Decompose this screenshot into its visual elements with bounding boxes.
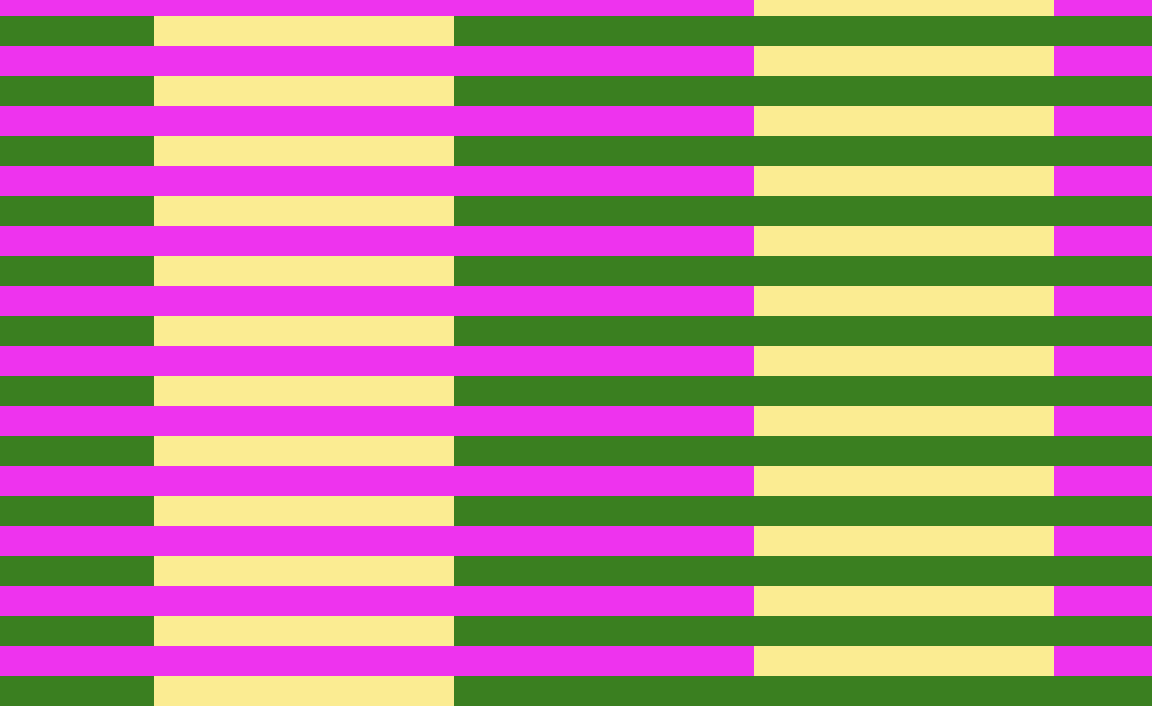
green-stripe [0,496,1152,526]
yellow-segment [754,346,1054,376]
green-stripe [0,376,1152,406]
yellow-segment [154,316,454,346]
green-stripe [0,76,1152,106]
yellow-segment [754,586,1054,616]
yellow-segment [754,46,1054,76]
yellow-segment [154,436,454,466]
yellow-segment [754,106,1054,136]
magenta-stripe [0,226,1152,256]
yellow-segment [154,556,454,586]
magenta-stripe [0,646,1152,676]
green-stripe [0,196,1152,226]
magenta-stripe [0,106,1152,136]
yellow-segment [154,616,454,646]
yellow-segment [754,166,1054,196]
yellow-segment [754,286,1054,316]
yellow-segment [154,676,454,706]
green-stripe [0,136,1152,166]
magenta-stripe [0,166,1152,196]
magenta-stripe [0,346,1152,376]
green-stripe [0,556,1152,586]
yellow-segment [154,16,454,46]
yellow-segment [154,76,454,106]
yellow-segment [754,526,1054,556]
green-stripe [0,256,1152,286]
yellow-segment [754,466,1054,496]
magenta-stripe [0,46,1152,76]
yellow-segment [154,196,454,226]
green-stripe [0,436,1152,466]
magenta-stripe [0,286,1152,316]
green-stripe [0,676,1152,706]
yellow-segment [754,226,1054,256]
magenta-stripe [0,466,1152,496]
yellow-segment [154,256,454,286]
yellow-segment [754,0,1054,16]
yellow-segment [154,376,454,406]
magenta-stripe [0,406,1152,436]
green-stripe [0,316,1152,346]
green-stripe [0,16,1152,46]
magenta-stripe [0,0,1152,16]
magenta-stripe [0,586,1152,616]
magenta-stripe [0,526,1152,556]
green-stripe [0,616,1152,646]
yellow-segment [754,406,1054,436]
yellow-segment [154,496,454,526]
yellow-segment [154,136,454,166]
yellow-segment [754,646,1054,676]
